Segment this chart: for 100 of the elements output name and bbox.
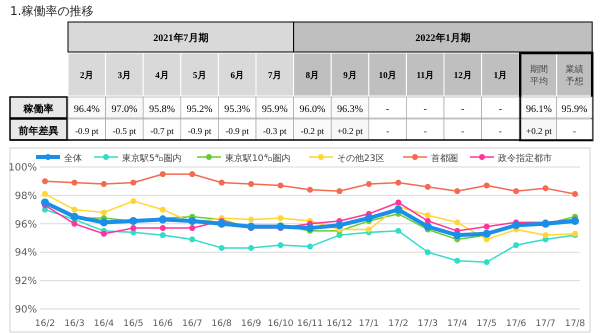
legend-label: 東京駅10㌔圏内 bbox=[225, 153, 290, 164]
point bbox=[454, 258, 460, 264]
point bbox=[70, 212, 78, 221]
text: - bbox=[461, 104, 464, 115]
point bbox=[248, 216, 254, 223]
point bbox=[218, 220, 226, 228]
x-tick-label: 16/2 bbox=[34, 319, 56, 329]
data-label: 96.1% bbox=[526, 104, 552, 115]
legend-label: 東京駅5㌔圏内 bbox=[122, 153, 182, 164]
point bbox=[130, 180, 136, 186]
x-tick-label: 17/3 bbox=[418, 319, 438, 329]
point bbox=[218, 244, 225, 251]
data-label: +0.2 pt bbox=[337, 126, 364, 136]
x-tick-label: 16/3 bbox=[64, 319, 85, 329]
x-tick-label: 16/5 bbox=[123, 319, 144, 329]
x-tick-label: 8月 bbox=[306, 70, 320, 80]
text: - bbox=[386, 126, 390, 136]
y-tick-label: 92% bbox=[14, 276, 37, 288]
text: 2022年1月期 bbox=[415, 32, 470, 44]
point bbox=[482, 230, 491, 238]
text: - bbox=[498, 126, 502, 136]
point bbox=[394, 206, 402, 214]
chart-title: 1.稼働率の推移 bbox=[10, 4, 94, 18]
x-tick-label: 10月 bbox=[378, 70, 397, 80]
data-label: 96.0% bbox=[299, 104, 326, 115]
x-tick-label: 業績予想 bbox=[565, 64, 584, 87]
x-tick-label: 12月 bbox=[454, 70, 472, 80]
point bbox=[160, 232, 166, 238]
data-label: 95.9% bbox=[262, 104, 288, 115]
x-tick-label: 16/4 bbox=[94, 319, 114, 329]
point bbox=[512, 221, 520, 230]
data-label: 95.9% bbox=[562, 104, 588, 115]
y-tick-label: 100% bbox=[8, 162, 37, 174]
x-tick-label: 4月 bbox=[155, 70, 169, 80]
text: 2021年7月期 bbox=[153, 32, 208, 44]
point bbox=[424, 249, 431, 256]
y-tick-label: 98% bbox=[14, 190, 37, 202]
point bbox=[424, 184, 431, 190]
point bbox=[130, 225, 136, 232]
point bbox=[453, 231, 462, 240]
point bbox=[158, 216, 167, 224]
point bbox=[424, 222, 432, 231]
point bbox=[130, 198, 136, 204]
data-label: 95.2% bbox=[186, 104, 213, 115]
text: - bbox=[572, 126, 576, 136]
x-tick-label: 17/7 bbox=[535, 319, 556, 329]
point bbox=[278, 215, 284, 222]
point bbox=[307, 244, 313, 250]
x-tick-label: 1月 bbox=[494, 70, 508, 80]
point bbox=[71, 180, 78, 186]
y-tick-label: 96% bbox=[14, 219, 37, 230]
x-tick-label: 16/7 bbox=[182, 319, 202, 329]
point bbox=[247, 222, 256, 231]
point bbox=[160, 171, 166, 178]
x-tick-label: 3月 bbox=[118, 70, 132, 80]
point bbox=[395, 180, 402, 186]
point bbox=[307, 186, 313, 193]
text: - bbox=[461, 126, 464, 136]
x-tick-label: 17/1 bbox=[358, 319, 379, 329]
point bbox=[364, 214, 373, 222]
data-label: -0.3 pt bbox=[263, 126, 288, 136]
point bbox=[424, 212, 431, 218]
point bbox=[542, 232, 549, 238]
point bbox=[42, 178, 48, 184]
x-tick-label: 期間平均 bbox=[530, 64, 548, 87]
point bbox=[454, 219, 460, 226]
point bbox=[542, 185, 549, 192]
point bbox=[160, 206, 166, 213]
point bbox=[366, 181, 372, 188]
legend-label: 政令指定都市 bbox=[498, 153, 552, 164]
point bbox=[513, 188, 520, 194]
data-label: 97.0% bbox=[111, 104, 138, 115]
data-label: -0.9 pt bbox=[225, 126, 250, 136]
point bbox=[484, 182, 490, 188]
point bbox=[71, 206, 78, 213]
data-label: +0.2 pt bbox=[526, 126, 552, 136]
point bbox=[100, 181, 107, 188]
y-tick-label: 90% bbox=[14, 304, 37, 316]
point bbox=[336, 188, 342, 194]
x-tick-label: 17/2 bbox=[388, 319, 408, 329]
point bbox=[454, 188, 460, 194]
point bbox=[248, 181, 254, 188]
x-tick-label: 16/11 bbox=[297, 319, 323, 329]
x-tick-label: 11月 bbox=[416, 70, 434, 80]
x-tick-label: 17/5 bbox=[476, 319, 497, 329]
point bbox=[189, 171, 196, 178]
point bbox=[484, 259, 490, 266]
x-tick-label: 16/9 bbox=[241, 319, 262, 329]
point bbox=[100, 230, 107, 237]
x-tick-label: 16/12 bbox=[326, 319, 352, 329]
x-tick-label: 17/8 bbox=[564, 319, 586, 329]
legend-label: その他23区 bbox=[337, 153, 384, 164]
x-tick-label: 16/8 bbox=[212, 319, 232, 329]
point bbox=[188, 216, 196, 225]
point bbox=[160, 225, 166, 232]
point bbox=[395, 200, 402, 206]
point bbox=[513, 242, 520, 248]
point bbox=[395, 228, 402, 234]
x-tick-label: 6月 bbox=[230, 70, 244, 80]
point bbox=[100, 218, 108, 226]
